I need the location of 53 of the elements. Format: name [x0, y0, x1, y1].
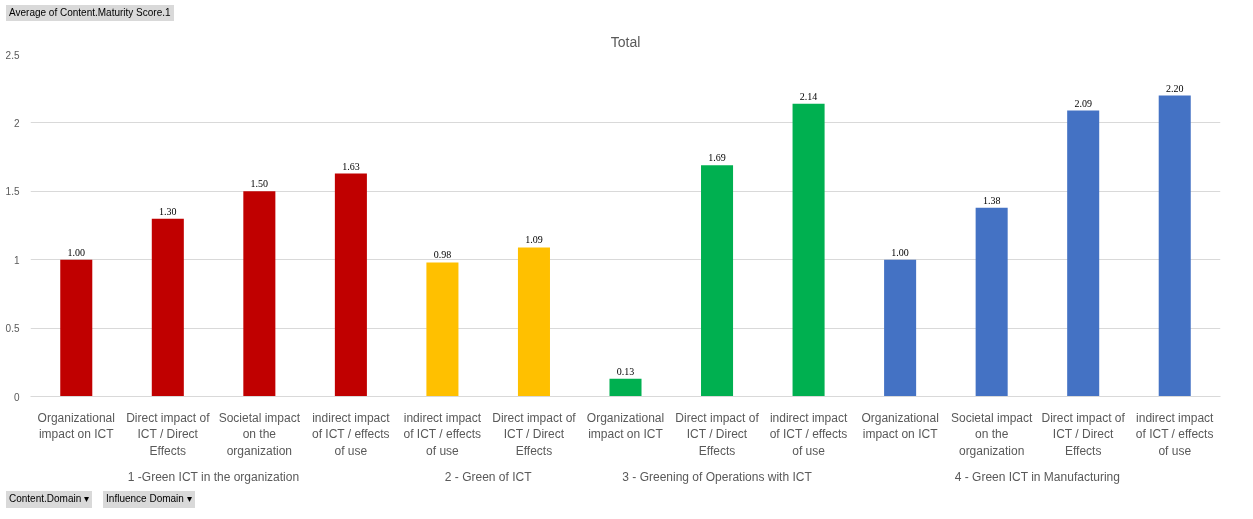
chart-title: Total — [610, 33, 641, 50]
text: 2 - Green of ICT — [444, 469, 533, 484]
bar — [334, 173, 367, 397]
data-label: 1.69 — [708, 152, 726, 164]
x-tick-label: Societal impact on the organization — [950, 410, 1033, 459]
text: 1 -Green ICT in the organization — [127, 469, 300, 484]
x-tick-label: Direct impact of ICT / Direct Effects — [492, 410, 577, 459]
text: Average of Content.Maturity Score.1 — [9, 6, 171, 21]
data-label: 1.50 — [250, 178, 269, 190]
text: Influence Domain ▾ — [106, 492, 192, 507]
bar — [1067, 110, 1100, 397]
data-label: 2.20 — [1165, 82, 1184, 94]
x-tick-label: indirect impact of ICT / effects of use — [1135, 410, 1215, 459]
x-tick-label: Direct impact of ICT / Direct Effects — [1041, 410, 1126, 459]
bar — [60, 259, 93, 397]
y-tick-label: 2.5 — [5, 49, 20, 61]
bar — [701, 165, 734, 397]
y-tick-label: 0.5 — [5, 323, 20, 335]
x-tick-label: indirect impact of ICT / effects of use — [769, 410, 848, 459]
x-tick-label: Organizational impact on ICT — [37, 410, 115, 442]
data-label: 2.14 — [799, 91, 818, 103]
bar — [517, 247, 550, 397]
y-tick-label: 1 — [13, 254, 20, 266]
y-tick-label: 1.5 — [5, 186, 20, 198]
bar — [151, 218, 184, 397]
x-tick-label: Organizational impact on ICT — [861, 410, 939, 442]
text: 3 - Greening of Operations with ICT — [622, 469, 813, 484]
bar — [426, 262, 459, 397]
x-tick-label: Direct impact of ICT / Direct Effects — [126, 410, 211, 459]
x-tick-label: Organizational impact on ICT — [586, 410, 665, 442]
x-tick-label: indirect impact of ICT / effects of use — [403, 410, 482, 459]
text: Content.Domain ▾ — [9, 492, 90, 507]
data-label: 0.13 — [616, 366, 635, 377]
data-label: 1.00 — [891, 246, 909, 258]
data-label: 1.63 — [342, 160, 360, 172]
data-label: 1.00 — [67, 246, 86, 258]
bar — [609, 379, 642, 397]
bar — [884, 259, 917, 397]
data-label: 2.09 — [1074, 97, 1092, 109]
bar — [1158, 95, 1191, 397]
data-label: 1.30 — [159, 205, 177, 217]
x-tick-label: Societal impact on the organization — [218, 410, 301, 459]
bar — [243, 191, 276, 397]
y-tick-label: 2 — [13, 118, 20, 130]
y-tick-label: 0 — [13, 391, 20, 403]
data-label: 1.38 — [982, 195, 1001, 206]
data-label: 0.98 — [433, 249, 452, 261]
x-tick-label: indirect impact of ICT / effects of use — [311, 410, 391, 459]
bar — [975, 208, 1008, 397]
x-tick-label: Direct impact of ICT / Direct Effects — [675, 410, 760, 459]
bar — [792, 104, 825, 397]
text: 4 - Green ICT in Manufacturing — [954, 469, 1120, 484]
data-label: 1.09 — [525, 234, 543, 246]
